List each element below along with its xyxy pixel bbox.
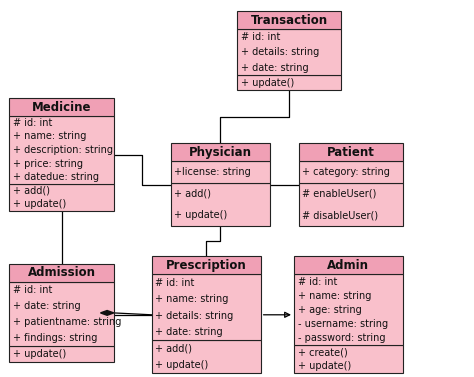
Bar: [152, 256, 261, 274]
Text: + findings: string: + findings: string: [13, 333, 98, 343]
Bar: [9, 282, 114, 346]
Text: Medicine: Medicine: [32, 101, 91, 113]
Bar: [299, 161, 403, 183]
Bar: [237, 11, 341, 29]
Text: + update(): + update(): [241, 78, 294, 88]
Text: + patientname: string: + patientname: string: [13, 317, 122, 327]
Bar: [171, 183, 270, 226]
Text: + date: string: + date: string: [241, 63, 309, 73]
Text: # disableUser(): # disableUser(): [302, 210, 379, 221]
Bar: [237, 75, 341, 90]
Text: + update(): + update(): [298, 361, 351, 371]
Text: # id: int: # id: int: [13, 118, 53, 128]
Text: + name: string: + name: string: [298, 291, 371, 300]
Text: + add(): + add(): [174, 189, 211, 199]
Bar: [294, 256, 403, 274]
Text: + add(): + add(): [13, 186, 50, 196]
Text: + name: string: + name: string: [155, 294, 229, 304]
Text: # id: int: # id: int: [155, 278, 195, 288]
Bar: [152, 274, 261, 340]
Text: + update(): + update(): [174, 210, 228, 221]
Text: + add(): + add(): [155, 343, 192, 354]
Text: + date: string: + date: string: [13, 301, 81, 311]
Bar: [152, 340, 261, 373]
Text: + update(): + update(): [155, 360, 209, 370]
Bar: [299, 183, 403, 226]
Text: + details: string: + details: string: [241, 47, 319, 57]
Text: - username: string: - username: string: [298, 319, 388, 329]
Bar: [9, 116, 114, 184]
Text: # id: int: # id: int: [298, 276, 337, 287]
Text: Patient: Patient: [327, 146, 375, 159]
Text: # id: int: # id: int: [13, 285, 53, 295]
Text: Admin: Admin: [328, 259, 369, 272]
Bar: [9, 98, 114, 116]
Bar: [9, 184, 114, 211]
Text: # id: int: # id: int: [241, 32, 280, 42]
Bar: [294, 274, 403, 345]
Text: + update(): + update(): [13, 199, 66, 209]
Text: + price: string: + price: string: [13, 159, 83, 169]
Text: + details: string: + details: string: [155, 311, 234, 320]
Text: + age: string: + age: string: [298, 305, 361, 315]
Bar: [9, 264, 114, 282]
Text: + datedue: string: + datedue: string: [13, 172, 99, 182]
Text: + name: string: + name: string: [13, 132, 87, 141]
Polygon shape: [100, 311, 114, 315]
Bar: [171, 161, 270, 183]
Text: - password: string: - password: string: [298, 333, 385, 343]
Bar: [237, 29, 341, 75]
Text: + category: string: + category: string: [302, 167, 390, 177]
Text: +license: string: +license: string: [174, 167, 251, 177]
Bar: [171, 143, 270, 161]
Text: + description: string: + description: string: [13, 145, 113, 155]
Text: + create(): + create(): [298, 347, 347, 357]
Bar: [9, 346, 114, 362]
Text: + date: string: + date: string: [155, 327, 223, 337]
Text: # enableUser(): # enableUser(): [302, 189, 377, 199]
Text: Prescription: Prescription: [166, 259, 246, 272]
Bar: [299, 143, 403, 161]
Text: Physician: Physician: [189, 146, 252, 159]
Text: Transaction: Transaction: [251, 14, 328, 27]
Bar: [294, 345, 403, 373]
Text: + update(): + update(): [13, 349, 66, 359]
Text: Admission: Admission: [27, 267, 96, 279]
